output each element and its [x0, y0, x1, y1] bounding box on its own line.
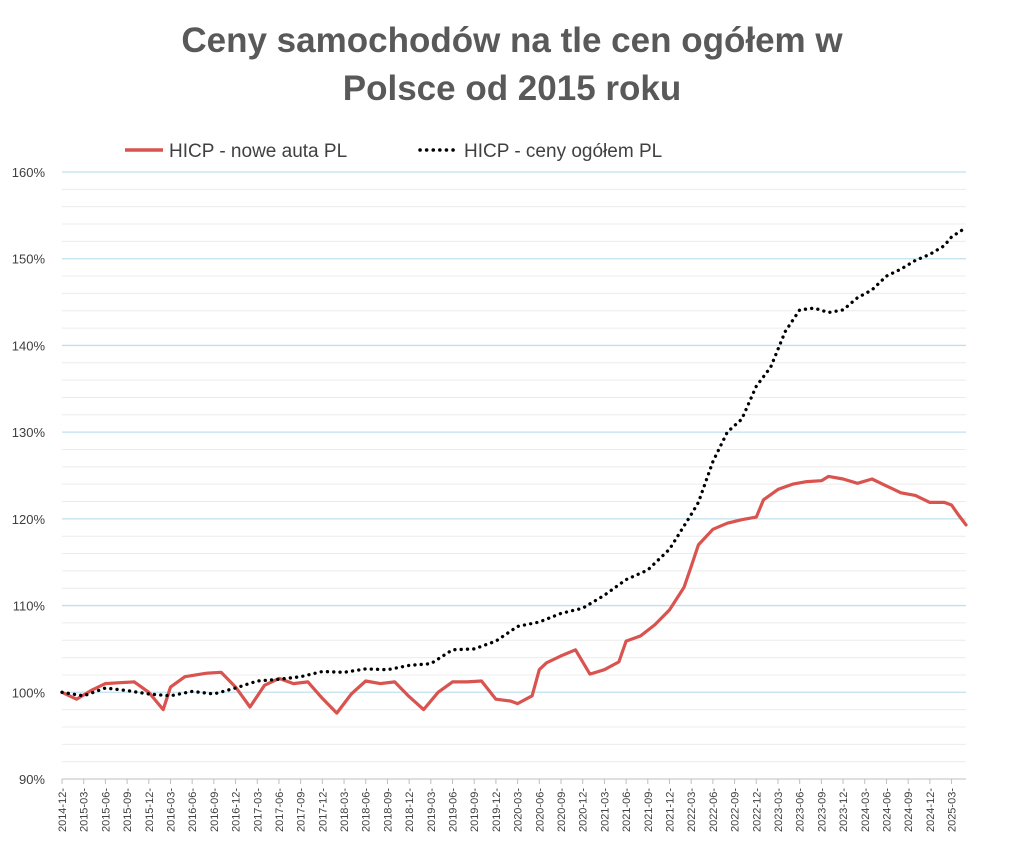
plot-area: [60, 225, 968, 715]
x-tick-label: 2018-06-: [361, 788, 373, 832]
chart-title-line-2: Polsce od 2015 roku: [343, 69, 681, 108]
x-tick-label: 2021-03-: [599, 788, 611, 832]
x-tick-label: 2023-03-: [773, 788, 785, 832]
x-tick-label: 2016-06-: [187, 788, 199, 832]
x-tick-label: 2019-06-: [448, 788, 460, 832]
x-tick-label: 2024-12-: [925, 788, 937, 832]
x-tick-label: 2018-09-: [382, 788, 394, 832]
y-tick-label: 140%: [12, 338, 46, 353]
y-axis: 90% 100% 110% 120% 130% 140% 150% 160%: [12, 165, 46, 787]
x-tick-label: 2017-12-: [317, 788, 329, 832]
x-tick-label: 2015-06-: [100, 788, 112, 832]
x-tick-label: 2015-09-: [122, 788, 134, 832]
x-tick-label: 2022-06-: [708, 788, 720, 832]
x-tick-label: 2015-03-: [79, 788, 91, 832]
x-tick-label: 2016-09-: [209, 788, 221, 832]
y-tick-label: 110%: [13, 599, 46, 614]
series-line-ceny-ogolem: [60, 225, 968, 698]
y-tick-label: 120%: [12, 512, 46, 527]
x-tick-label: 2023-12-: [838, 788, 850, 832]
x-tick-label: 2017-09-: [296, 788, 308, 832]
x-tick-label: 2020-06-: [534, 788, 546, 832]
x-tick-label: 2023-06-: [795, 788, 807, 832]
x-tick-label: 2022-03-: [686, 788, 698, 832]
x-tick-label: 2022-09-: [730, 788, 742, 832]
x-tick-label: 2018-03-: [339, 788, 351, 832]
x-tick-label: 2019-12-: [491, 788, 503, 832]
x-tick-label: 2015-12-: [144, 788, 156, 832]
x-tick-label: 2021-06-: [621, 788, 633, 832]
x-tick-label: 2017-06-: [274, 788, 286, 832]
x-tick-label: 2021-12-: [664, 788, 676, 832]
x-tick-label: 2024-09-: [903, 788, 915, 832]
x-tick-label: 2021-09-: [643, 788, 655, 832]
x-tick-label: 2016-12-: [231, 788, 243, 832]
x-tick-label: 2014-12-: [57, 788, 69, 832]
x-tick-label: 2016-03-: [165, 788, 177, 832]
x-tick-label: 2023-09-: [816, 788, 828, 832]
x-axis: 2014-12- 2015-03- 2015-06- 2015-09- 2015-12-…: [57, 778, 966, 832]
y-tick-label: 130%: [12, 425, 46, 440]
x-tick-label: 2019-03-: [426, 788, 438, 832]
x-tick-label: 2025-03-: [947, 788, 959, 832]
grid-lines: [62, 171, 966, 763]
x-tick-label: 2022-12-: [751, 788, 763, 832]
y-tick-label: 90%: [19, 772, 45, 787]
legend-label-nowe-auta: HICP - nowe auta PL: [169, 141, 347, 162]
x-tick-label: 2018-12-: [404, 788, 416, 832]
x-tick-label: 2020-12-: [578, 788, 590, 832]
y-tick-label: 100%: [12, 685, 46, 700]
x-tick-label: 2024-06-: [881, 788, 893, 832]
x-tick-label: 2020-03-: [513, 788, 525, 832]
y-tick-label: 160%: [12, 165, 46, 180]
legend-label-ceny-ogolem: HICP - ceny ogółem PL: [464, 141, 662, 162]
x-tick-label: 2017-03-: [252, 788, 264, 832]
x-tick-label: 2019-09-: [469, 788, 481, 832]
x-tick-label: 2024-03-: [860, 788, 872, 832]
y-tick-label: 150%: [12, 252, 46, 267]
series-line-nowe-auta: [60, 474, 968, 715]
legend: HICP - nowe auta PL HICP - ceny ogółem P…: [125, 141, 662, 162]
chart-title-line-1: Ceny samochodów na tle cen ogółem w: [181, 21, 843, 60]
x-tick-label: 2020-09-: [556, 788, 568, 832]
